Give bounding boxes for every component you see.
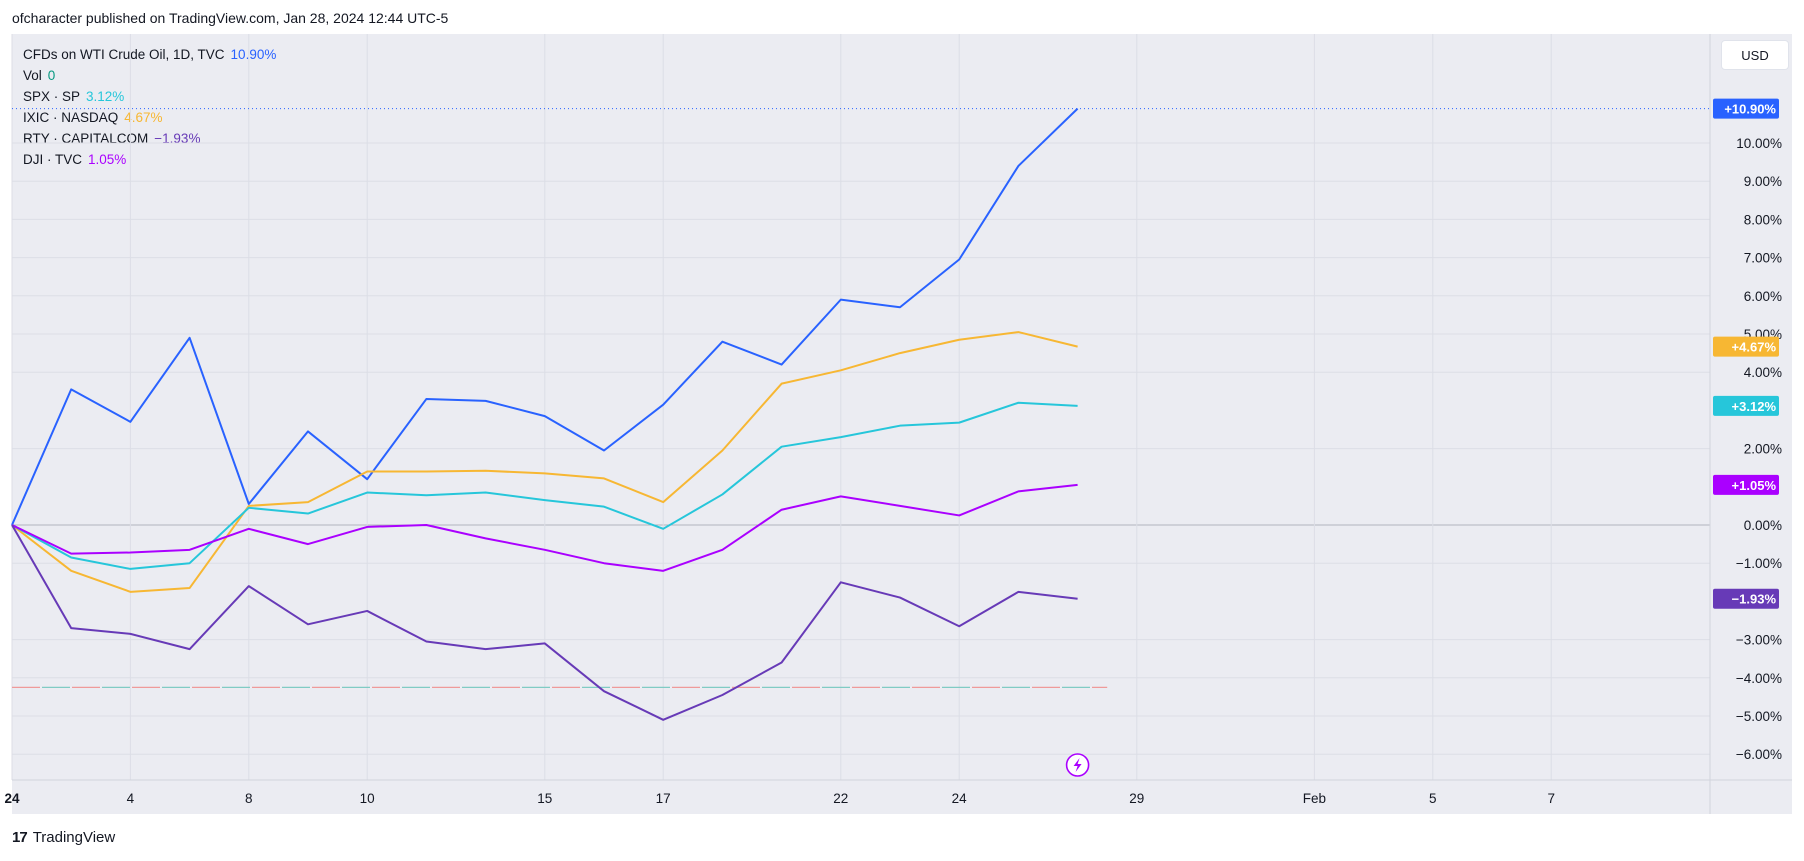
series-line-spx [11,401,1078,570]
series-line-cfds-on-wti-crude-oil [11,107,1079,526]
price-badge [1713,588,1779,609]
currency-button[interactable]: USD [1721,40,1789,70]
legend-value: 4.67% [124,110,163,125]
series-line-dji [11,483,1078,572]
price-badge-label: +4.67% [1732,340,1777,355]
publish-info: ofcharacter published on TradingView.com… [12,10,449,26]
y-tick-label: −4.00% [1736,671,1782,686]
y-tick-label: 4.00% [1744,365,1782,380]
tradingview-logo[interactable]: 17 TradingView [12,829,115,846]
x-tick-label: 24 [952,791,968,806]
legend-value: 10.90% [230,47,277,62]
series-line-ixic [11,331,1078,593]
y-tick-label: 6.00% [1744,289,1782,304]
y-tick-label: 7.00% [1744,251,1782,266]
price-badge-label: −1.93% [1732,592,1777,607]
price-badge [1713,395,1779,416]
x-tick-label: 17 [656,791,671,806]
x-tick-label: 24 [4,791,20,806]
legend-label: RTY · CAPITALCOM [23,131,149,146]
y-tick-label: 2.00% [1744,442,1782,457]
price-badge-label: +3.12% [1732,399,1777,414]
y-tick-label: −6.00% [1736,747,1782,762]
legend-label: DJI · TVC [23,152,83,167]
x-tick-label: 15 [537,791,552,806]
legend-row-spx[interactable]: SPX · SP 3.12% [23,86,276,107]
legend-value: −1.93% [154,131,201,146]
series-line-rty [11,524,1078,721]
legend-label: SPX · SP [23,89,81,104]
y-tick-label: −5.00% [1736,709,1782,724]
legend-row-crude[interactable]: CFDs on WTI Crude Oil, 1D, TVC 10.90% [23,44,276,65]
x-tick-label: 7 [1547,791,1555,806]
x-tick-label: 22 [833,791,848,806]
x-tick-label: 10 [360,791,375,806]
logo-mark-icon: 17 [12,829,28,846]
legend-label: Vol [23,68,42,83]
y-tick-label: 9.00% [1744,174,1782,189]
legend-row-vol[interactable]: Vol 0 [23,65,276,86]
price-badge [1713,98,1779,119]
legend-row-dji[interactable]: DJI · TVC 1.05% [23,149,276,170]
price-badge-label: +10.90% [1724,102,1776,117]
legend-row-rty[interactable]: RTY · CAPITALCOM −1.93% [23,128,276,149]
price-badge [1713,336,1779,357]
lightning-bolt-icon [1073,758,1082,772]
chart-pane[interactable] [12,34,1792,814]
x-tick-label: Feb [1303,791,1326,806]
legend-row-ixic[interactable]: IXIC · NASDAQ 4.67% [23,107,276,128]
y-tick-label: −3.00% [1736,633,1782,648]
logo-text: TradingView [32,829,116,846]
legend-value: 3.12% [86,89,125,104]
x-tick-label: 5 [1429,791,1437,806]
x-tick-label: 8 [245,791,253,806]
price-badge-label: +1.05% [1732,478,1777,493]
y-tick-label: −1.00% [1736,556,1782,571]
y-tick-label: 8.00% [1744,212,1782,227]
y-tick-label: 10.00% [1736,136,1782,151]
legend-label: IXIC · NASDAQ [23,110,119,125]
price-badge [1713,474,1779,495]
x-tick-label: 29 [1129,791,1144,806]
legend-value: 0 [47,68,56,83]
x-tick-label: 4 [127,791,135,806]
legend: CFDs on WTI Crude Oil, 1D, TVC 10.90% Vol… [23,44,276,170]
legend-label: CFDs on WTI Crude Oil, 1D, TVC [23,47,225,62]
y-tick-label: 0.00% [1744,518,1782,533]
legend-value: 1.05% [88,152,127,167]
